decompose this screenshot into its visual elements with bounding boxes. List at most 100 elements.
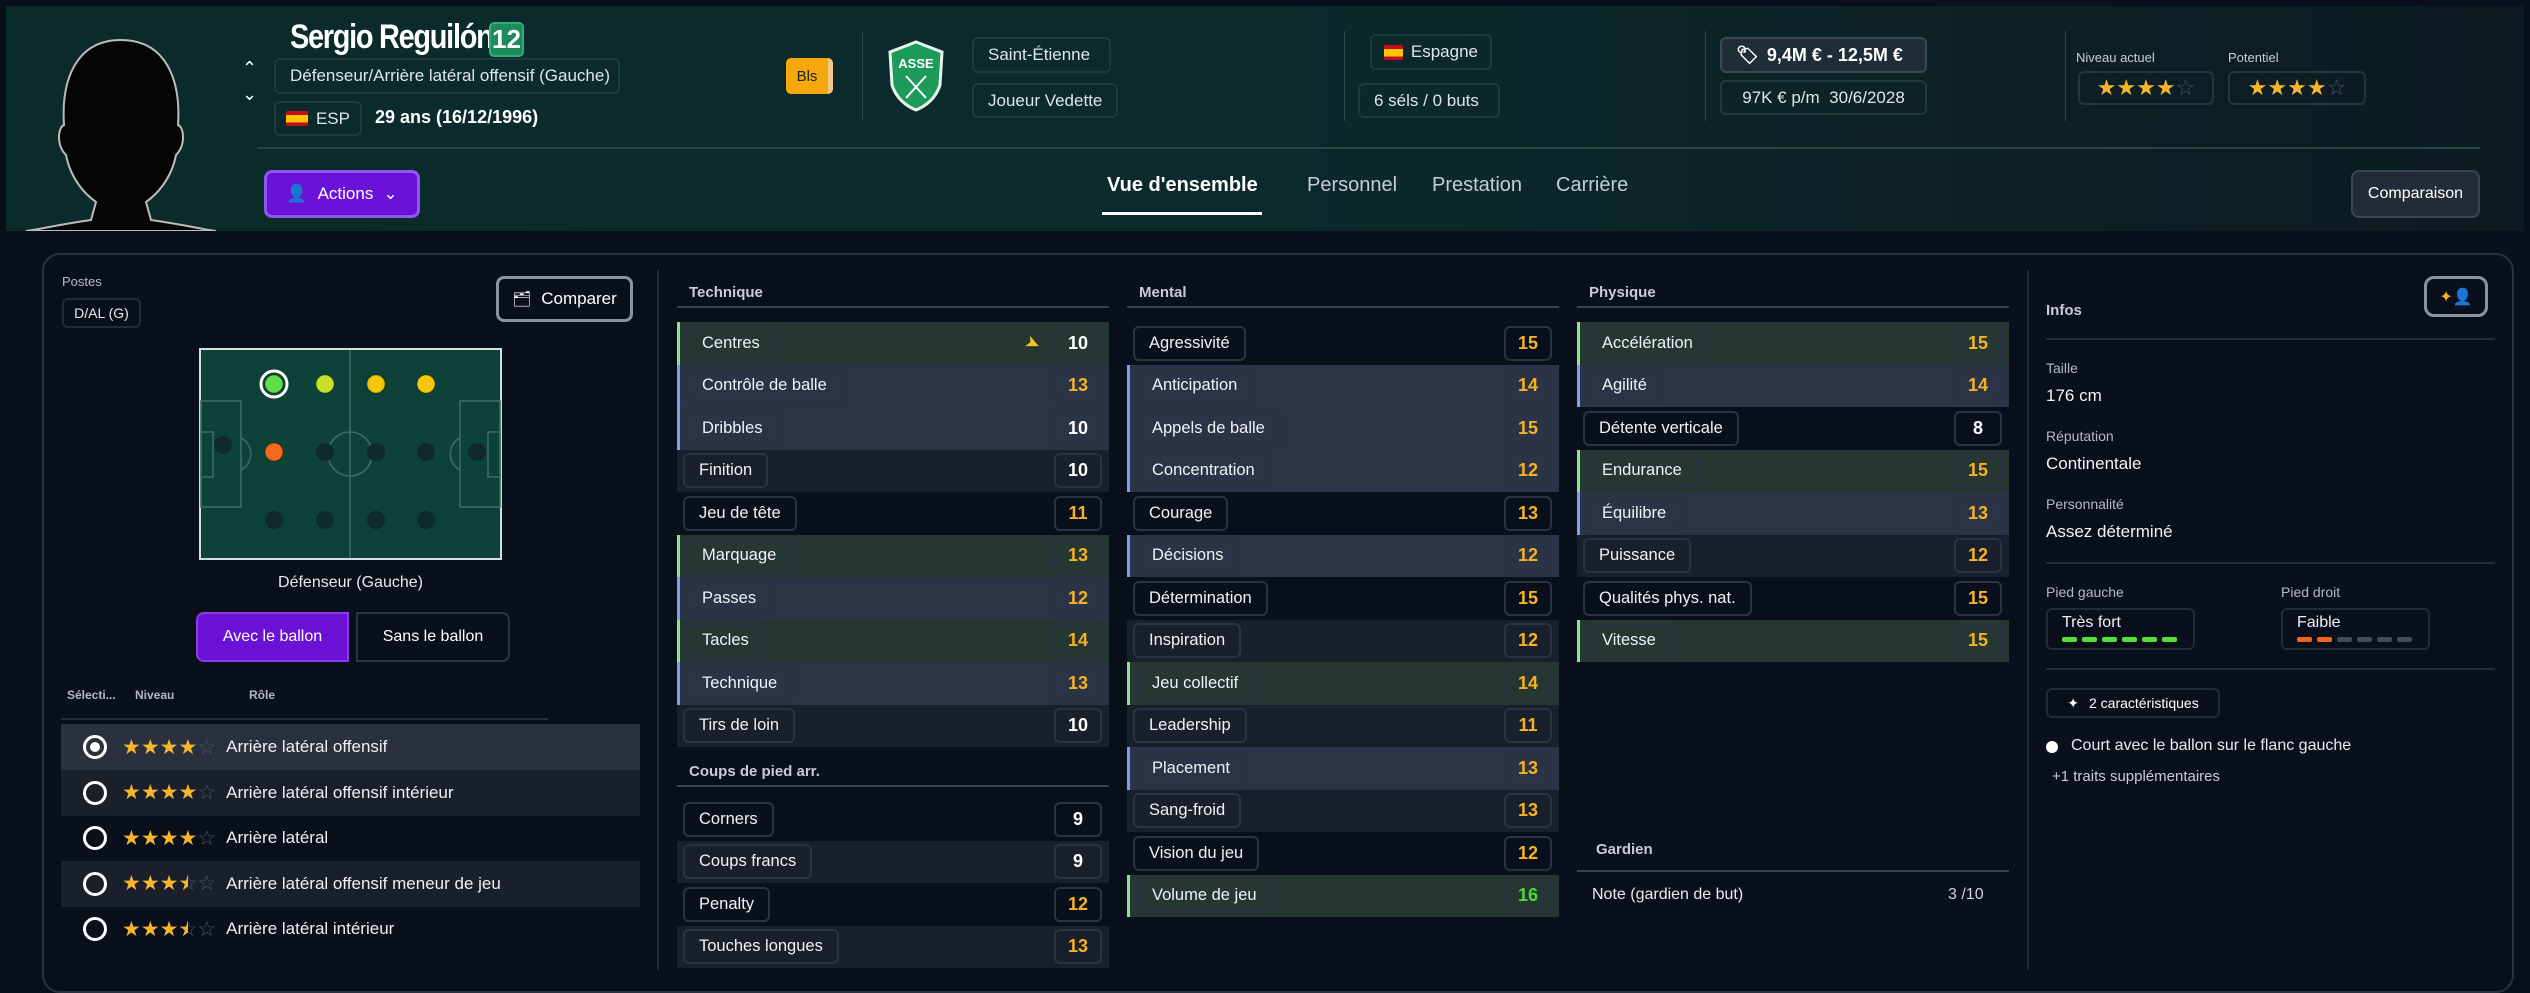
attribute-row[interactable]: Agressivité 15	[1127, 322, 1559, 365]
position-dot-none[interactable]	[367, 511, 385, 529]
attribute-row[interactable]: Dribbles 10	[677, 407, 1109, 450]
attribute-value-group: 11	[1054, 495, 1102, 531]
attribute-row[interactable]: Vision du jeu 12	[1127, 832, 1559, 875]
without-ball-toggle[interactable]: Sans le ballon	[356, 612, 510, 662]
role-radio[interactable]	[83, 826, 107, 850]
role-radio[interactable]	[83, 780, 107, 805]
position-dot-accomplished[interactable]	[315, 374, 335, 394]
position-dot-none[interactable]	[417, 511, 435, 529]
comparison-button[interactable]: Comparaison	[2351, 170, 2480, 218]
contract-box[interactable]: 97K € p/m 30/6/2028	[1720, 80, 1927, 115]
attribute-row[interactable]: Détente verticale 8	[1577, 407, 2009, 450]
next-player-button[interactable]: ⌄	[242, 84, 258, 104]
attribute-row[interactable]: Courage 13	[1127, 492, 1559, 535]
star-icon: ★	[140, 872, 160, 895]
tab-personnel[interactable]: Personnel	[1307, 174, 1398, 196]
attribute-row[interactable]: Jeu de tête 11	[677, 492, 1109, 535]
attribute-row[interactable]: Coups francs 9	[677, 840, 1109, 883]
star-icon: ☆	[197, 735, 217, 759]
attribute-row[interactable]: Jeu collectif 14	[1127, 662, 1559, 705]
attribute-row[interactable]: Finition 10	[677, 449, 1109, 492]
tab-carri-re[interactable]: Carrière	[1556, 174, 1629, 196]
position-pitch[interactable]	[199, 348, 502, 560]
attribute-name: Puissance	[1583, 538, 1692, 574]
attribute-row[interactable]: Marquage 13	[677, 534, 1109, 577]
attribute-row[interactable]: Inspiration 12	[1127, 619, 1559, 662]
position-dot-none[interactable]	[316, 443, 334, 461]
attribute-row[interactable]: Passes 12	[677, 577, 1109, 620]
attribute-row[interactable]: Accélération 15	[1577, 322, 2009, 365]
position-dot-none[interactable]	[468, 443, 486, 461]
position-dot-unconvincing[interactable]	[264, 442, 284, 462]
role-radio[interactable]	[83, 917, 107, 941]
previous-player-button[interactable]: ⌃	[242, 58, 258, 78]
attribute-row[interactable]: Endurance 15	[1577, 449, 2009, 492]
attribute-row[interactable]: Tirs de loin 10	[677, 704, 1109, 747]
squad-status-box[interactable]: Joueur Vedette	[972, 83, 1118, 118]
attribute-row[interactable]: Centres ➤ 10	[677, 322, 1109, 365]
column-header-role[interactable]: Rôle	[249, 688, 276, 702]
potential-label: Potentiel	[2228, 50, 2279, 65]
column-header-select[interactable]: Sélecti...	[67, 688, 116, 702]
attribute-row[interactable]: Tacles 14	[677, 619, 1109, 662]
position-dot-none[interactable]	[316, 511, 334, 529]
role-radio[interactable]	[83, 871, 107, 896]
actions-button[interactable]: 👤 Actions ⌄	[264, 170, 420, 218]
attribute-value-group: 9	[1054, 801, 1102, 837]
role-row[interactable]: ★★★☆★☆Arrière latéral intérieur	[61, 906, 640, 952]
attribute-row[interactable]: Concentration 12	[1127, 449, 1559, 492]
personality-button[interactable]: ✦👤	[2424, 276, 2488, 317]
position-code-chip[interactable]: D/AL (G)	[62, 298, 141, 328]
attribute-row[interactable]: Touches longues 13	[677, 925, 1109, 968]
position-dot-competent[interactable]	[366, 374, 386, 394]
position-dot-none[interactable]	[214, 436, 232, 454]
nationality-box[interactable]: ESP	[274, 101, 362, 136]
more-traits-link[interactable]: +1 traits supplémentaires	[2052, 768, 2221, 785]
attribute-name: Finition	[683, 453, 769, 489]
attribute-row[interactable]: Corners 9	[677, 798, 1109, 841]
attribute-row[interactable]: Qualités phys. nat. 15	[1577, 577, 2009, 620]
attribute-row[interactable]: Appels de balle 15	[1127, 407, 1559, 450]
position-dot-none[interactable]	[265, 511, 283, 529]
attribute-row[interactable]: Puissance 12	[1577, 534, 2009, 577]
position-dot-none[interactable]	[367, 443, 385, 461]
with-ball-toggle[interactable]: Avec le ballon	[196, 612, 349, 662]
attribute-row[interactable]: Leadership 11	[1127, 704, 1559, 747]
status-badge[interactable]: Bls	[786, 58, 833, 94]
attribute-row[interactable]: Technique 13	[677, 662, 1109, 705]
tab-vue-d-ensemble[interactable]: Vue d'ensemble	[1107, 174, 1258, 196]
attribute-name: Endurance	[1586, 453, 1698, 489]
attribute-row[interactable]: Penalty 12	[677, 883, 1109, 926]
attribute-row[interactable]: Détermination 15	[1127, 577, 1559, 620]
column-header-level[interactable]: Niveau	[135, 688, 175, 702]
position-dot-none[interactable]	[417, 443, 435, 461]
position-dot-competent[interactable]	[416, 374, 436, 394]
country-box[interactable]: Espagne	[1370, 34, 1492, 70]
star-icon: ★	[140, 826, 160, 850]
club-box[interactable]: Saint-Étienne	[972, 37, 1111, 73]
role-row[interactable]: ★★★☆★☆Arrière latéral offensif meneur de…	[61, 860, 640, 907]
attribute-row[interactable]: Décisions 12	[1127, 534, 1559, 577]
attribute-row[interactable]: Agilité 14	[1577, 364, 2009, 407]
position-box[interactable]: Défenseur/Arrière latéral offensif (Gauc…	[274, 58, 620, 94]
position-dot-natural[interactable]	[264, 374, 284, 394]
role-stars: ★★★☆★☆	[122, 873, 216, 894]
attribute-row[interactable]: Contrôle de balle 13	[677, 364, 1109, 407]
tab-prestation[interactable]: Prestation	[1432, 174, 1523, 196]
attribute-row[interactable]: Placement 13	[1127, 747, 1559, 790]
attribute-row[interactable]: Sang-froid 13	[1127, 789, 1559, 832]
compare-button[interactable]: 🗂 Comparer	[496, 276, 633, 322]
attribute-row[interactable]: Anticipation 14	[1127, 364, 1559, 407]
caps-goals-box[interactable]: 6 séls / 0 buts	[1358, 83, 1500, 118]
role-row[interactable]: ★ ★ ★ ★ ☆ Arrière latéral offensif intérieur	[61, 769, 640, 816]
attribute-value: 13	[1054, 538, 1102, 574]
transfer-value-box[interactable]: 🏷 9,4M € - 12,5M €	[1720, 37, 1927, 73]
role-row[interactable]: ★ ★ ★ ★ ☆ Arrière latéral	[61, 815, 640, 861]
attribute-row[interactable]: Vitesse 15	[1577, 619, 2009, 662]
current-ability-label: Niveau actuel	[2076, 50, 2155, 65]
attribute-row[interactable]: Équilibre 13	[1577, 492, 2009, 535]
traits-button[interactable]: ✦ 2 caractéristiques	[2046, 688, 2220, 718]
attribute-row[interactable]: Volume de jeu 16	[1127, 874, 1559, 917]
role-radio[interactable]	[83, 735, 107, 759]
role-row[interactable]: ★ ★ ★ ★ ☆ Arrière latéral offensif	[61, 724, 640, 770]
